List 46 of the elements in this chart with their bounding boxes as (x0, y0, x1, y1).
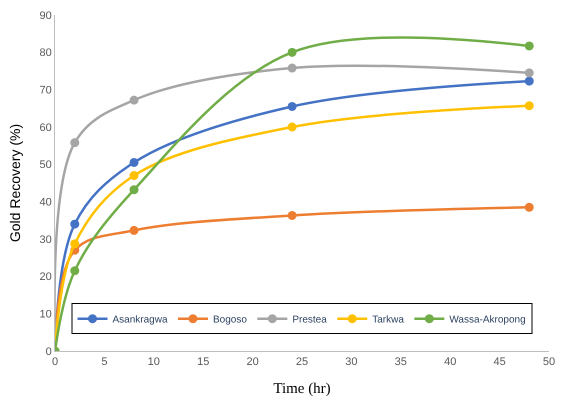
point (288, 102, 297, 111)
point (524, 76, 534, 86)
point (524, 41, 534, 50)
x-tick-label: 45 (493, 356, 506, 368)
point (288, 210, 297, 220)
point (524, 68, 534, 78)
y-tick-label: 50 (40, 159, 52, 172)
legend-label: Prestea (292, 314, 328, 326)
point (130, 96, 139, 105)
y-tick-label: 70 (40, 84, 52, 97)
point (288, 48, 297, 57)
point (70, 239, 80, 248)
point (70, 220, 80, 229)
point (130, 226, 139, 235)
y-tick-label: 40 (40, 196, 52, 209)
x-axis-title: Time (hr) (273, 381, 331, 398)
point (70, 266, 80, 276)
x-tick-label: 25 (296, 356, 308, 368)
y-tick-label: 20 (40, 271, 52, 284)
point (130, 185, 139, 194)
legend-label: Wassa-Akropong (449, 314, 526, 326)
point (524, 101, 534, 110)
point (524, 202, 534, 212)
x-tick-label: 15 (197, 356, 210, 368)
legend-label: Asankragwa (112, 314, 168, 326)
x-tick-label: 20 (246, 356, 259, 368)
point (288, 122, 297, 132)
legend-label: Bogoso (212, 314, 248, 326)
y-tick-label: 30 (40, 234, 52, 246)
point (70, 138, 80, 148)
y-axis-title: Gold Recovery (%) (7, 124, 24, 242)
point (288, 64, 297, 73)
point (130, 158, 139, 167)
legend-label: Tarkwa (372, 314, 404, 326)
y-tick-label: 60 (40, 122, 52, 134)
x-tick-label: 30 (345, 356, 358, 368)
y-tick-label: 10 (40, 308, 52, 321)
x-tick-label: 35 (394, 356, 407, 368)
y-tick-label: 0 (46, 346, 52, 358)
y-tick-label: 80 (40, 47, 52, 60)
x-tick-label: 10 (148, 356, 160, 368)
x-tick-label: 40 (444, 356, 456, 368)
point (130, 171, 139, 180)
x-tick-label: 50 (542, 356, 556, 368)
y-tick-label: 90 (40, 10, 52, 22)
x-tick-label: 5 (101, 356, 108, 368)
